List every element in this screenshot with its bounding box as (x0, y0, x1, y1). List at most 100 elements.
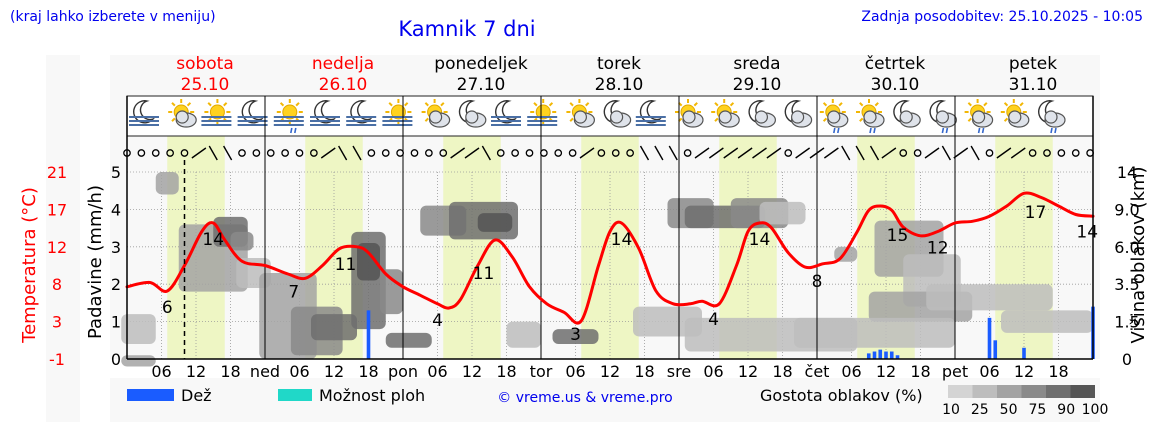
cloud-blob (794, 317, 955, 348)
temperature-tick: 21 (47, 163, 67, 182)
precip-bar (866, 353, 871, 359)
wind-barb-icon (639, 145, 650, 161)
cloud-height-axis-label: Višina oblakov (km) (1128, 166, 1149, 343)
temperature-label: 4 (432, 311, 443, 331)
x-tick-label: 12 (876, 362, 896, 381)
x-tick-label: 12 (186, 362, 206, 381)
cloud-blob (926, 284, 1053, 311)
sun-ray (440, 102, 445, 107)
cloud-blob (357, 243, 380, 281)
temperature-label: 12 (927, 239, 949, 259)
wind-barb-icon (841, 145, 851, 161)
wind-calm-icon (238, 149, 246, 157)
cloud-puff (754, 110, 769, 124)
wind-calm-icon (511, 149, 519, 157)
city-select-hint[interactable]: (kraj lahko izberete v meniju) (10, 9, 216, 25)
wind-barb-icon (464, 147, 480, 159)
drizzle-drop (869, 127, 872, 134)
cloud-puff (790, 110, 805, 124)
day-name: torek (597, 54, 641, 74)
cloud-density (121, 172, 1093, 367)
x-tick-label: 18 (1048, 362, 1068, 381)
wind-calm-icon (1028, 149, 1037, 157)
wind-calm-icon (899, 149, 908, 157)
cloud-height-tick: 0 (1122, 350, 1132, 369)
wind-barb-icon (654, 145, 664, 161)
axes-labels: 21171283-1543210149.06.03.51.50Temperatu… (19, 163, 1149, 369)
density-legend-title: Gostota oblakov (%) (760, 386, 923, 405)
storm-legend-swatch (278, 389, 312, 401)
wind-calm-icon (166, 149, 174, 157)
sun-fog-icon (527, 99, 558, 126)
moon-cloud-icon (893, 100, 921, 128)
precip-bar (993, 340, 998, 359)
wind-barb-icon (1010, 147, 1026, 159)
day-name: petek (1009, 54, 1057, 74)
day-separators (264, 96, 956, 359)
precip-bar (884, 351, 888, 359)
credit-link[interactable]: © vreme.us & vreme.pro (497, 390, 672, 406)
wind-barb-icon (579, 147, 595, 159)
moon-fog-icon (635, 100, 666, 126)
wind-calm-icon (252, 149, 261, 157)
density-level: 10 (942, 402, 960, 418)
sun-fog-icon (201, 99, 232, 126)
temperature-label: 11 (473, 264, 495, 284)
cloud-blob (121, 314, 156, 345)
wind-row (123, 145, 1094, 161)
wind-calm-icon (784, 149, 793, 157)
temperature-label: 6 (162, 298, 173, 318)
wind-calm-icon (151, 149, 160, 157)
moon-cloud-icon (458, 100, 487, 128)
density-swatch (972, 385, 997, 398)
density-legend-scale: 10 25 50 75 90 100 (942, 385, 1108, 418)
day-date: 25.10 (181, 75, 230, 95)
cloud-puff (971, 110, 986, 124)
weather-icons (129, 99, 1066, 134)
wind-calm-icon (1057, 149, 1066, 157)
sun-ray (967, 102, 972, 107)
sun-ray (569, 117, 574, 122)
wind-calm-icon (554, 149, 563, 157)
precip-bar (889, 351, 894, 359)
x-tick-label: 06 (151, 362, 171, 381)
sun-disc (390, 104, 406, 120)
left-margin-panel (46, 55, 80, 422)
wind-barb-icon (823, 147, 839, 159)
sun-cloud-icon (1000, 99, 1030, 128)
x-tick-label: ned (250, 362, 280, 381)
drizzle-drop (1050, 127, 1053, 134)
wind-calm-icon (367, 149, 376, 157)
wind-calm-icon (295, 149, 304, 157)
temperature-label: 8 (812, 272, 823, 292)
density-swatch (1021, 385, 1046, 398)
sun-fog-icon (382, 99, 413, 126)
temperature-tick: 8 (52, 275, 62, 294)
sun-cloud-drizzle-icon (964, 99, 994, 134)
cloud-blob (380, 269, 403, 315)
wind-barb-icon (708, 147, 724, 159)
cloud-blob (1001, 310, 1093, 333)
x-tick-label: tor (530, 362, 553, 381)
wind-barb-icon (924, 147, 940, 159)
precip-bar (895, 355, 900, 359)
precip-bar (872, 351, 877, 359)
sun-cloud-drizzle-icon (819, 99, 849, 134)
precip-bar (366, 310, 371, 359)
density-level: 25 (971, 402, 989, 418)
wind-calm-icon (985, 149, 994, 157)
x-tick-label: 18 (772, 362, 792, 381)
sun-ray (874, 102, 879, 107)
sun-cloud-icon (566, 99, 596, 128)
temperature-label: 3 (570, 325, 581, 345)
legend-panel (110, 378, 1100, 422)
x-tick-label: 18 (634, 362, 654, 381)
sun-ray (714, 102, 719, 107)
cloud-blob (477, 213, 513, 232)
sun-disc (282, 104, 298, 120)
cloud-puff (827, 110, 841, 124)
plot-frame (126, 96, 1094, 360)
sun-ray (714, 117, 719, 122)
